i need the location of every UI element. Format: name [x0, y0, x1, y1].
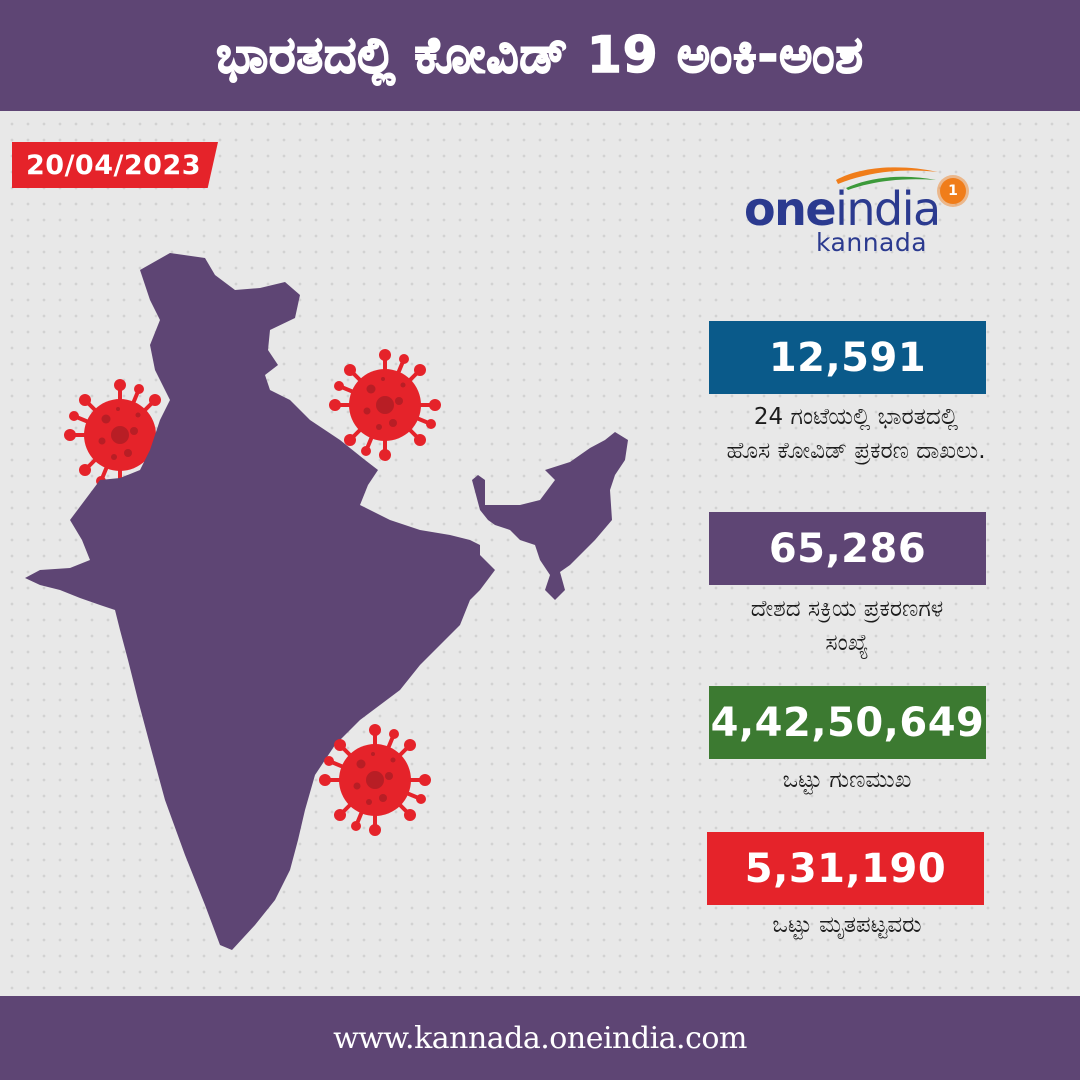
- recovered-box: 4,42,50,649: [709, 686, 986, 759]
- date-text: 20/04/2023: [26, 149, 202, 181]
- deaths-label: ಒಟ್ಟು ಮೃತಪಟ್ಟವರು: [772, 912, 922, 938]
- india-northeast: [472, 432, 628, 600]
- active-cases-label: ದೇಶದ ಸಕ್ರಿಯ ಪ್ರಕರಣಗಳ ಸಂಖ್ಯೆ: [750, 596, 944, 656]
- footer-bar: www.kannada.oneindia.com: [0, 996, 1080, 1080]
- virus-icon-southeast: [317, 722, 433, 838]
- logo-subtitle: kannada: [816, 228, 928, 257]
- recovered-label: ಒಟ್ಟು ಗುಣಮುಖ: [782, 767, 912, 793]
- new-cases-box: 12,591: [709, 321, 986, 394]
- active-cases-value: 65,286: [768, 525, 927, 572]
- india-map: [25, 253, 628, 950]
- deaths-value: 5,31,190: [744, 845, 947, 892]
- oneindia-kannada-logo: oneindia 1 kannada: [740, 160, 980, 260]
- logo-wordmark: oneindia: [744, 182, 941, 236]
- deaths-box: 5,31,190: [707, 832, 984, 905]
- recovered-value: 4,42,50,649: [710, 699, 985, 746]
- header-bar: ಭಾರತದಲ್ಲಿ ಕೋವಿಡ್ 19 ಅಂಕಿ-ಅಂಶ: [0, 0, 1080, 111]
- active-cases-box: 65,286: [709, 512, 986, 585]
- india-mainland: [25, 253, 495, 950]
- page-title: ಭಾರತದಲ್ಲಿ ಕೋವಿಡ್ 19 ಅಂಕಿ-ಅಂಶ: [215, 25, 864, 85]
- logo-badge-icon: 1: [940, 178, 966, 204]
- virus-icon-north: [327, 347, 443, 463]
- date-banner: 20/04/2023: [12, 142, 218, 188]
- new-cases-value: 12,591: [768, 334, 927, 381]
- tricolor-swoosh-icon: [836, 167, 938, 190]
- new-cases-label: 24 ಗಂಟೆಯಲ್ಲಿ ಭಾರತದಲ್ಲಿ ಹೊಸ ಕೋವಿಡ್ ಪ್ರಕರಣ…: [726, 404, 986, 464]
- website-link[interactable]: www.kannada.oneindia.com: [333, 1020, 747, 1056]
